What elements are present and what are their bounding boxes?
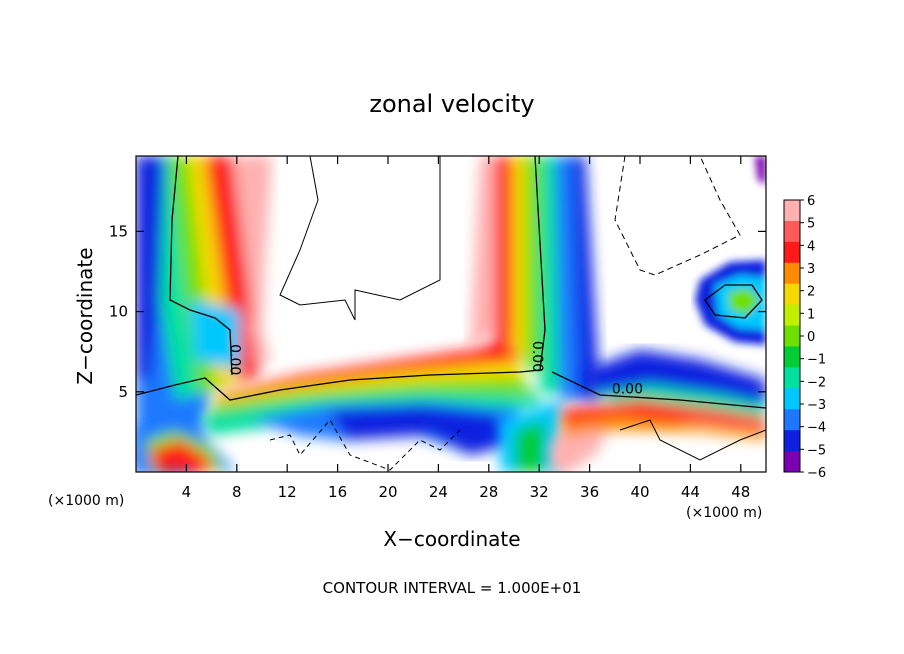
y-tick-label: 15	[109, 222, 128, 240]
jet-darkblue	[572, 156, 600, 400]
colorbar-swatch	[784, 451, 800, 473]
colorbar-tick-label: −3	[807, 398, 826, 413]
colorbar-tick-label: −2	[807, 375, 826, 390]
x-tick-label: 36	[580, 483, 599, 501]
contour-label: 0.00	[227, 344, 243, 375]
jet-pink	[470, 156, 500, 350]
colorbar-swatch	[784, 262, 800, 285]
x-tick-label: 48	[731, 483, 750, 501]
contour-interval-note: CONTOUR INTERVAL = 1.000E+01	[323, 579, 582, 597]
plot-frame	[135, 155, 767, 473]
contour-dashed-lower	[269, 419, 461, 471]
x-tick-label: 44	[681, 483, 700, 501]
x-tick-label: 16	[328, 483, 347, 501]
x-tick-label: 28	[479, 483, 498, 501]
colorbar-swatch	[784, 304, 800, 327]
right-band-pink	[550, 430, 600, 472]
y-tick-label: 5	[118, 383, 128, 401]
colorbar-swatch	[784, 409, 800, 431]
right-band-red	[560, 400, 766, 440]
right-band-blue	[585, 350, 766, 410]
right-blob-green	[728, 288, 760, 315]
colorbar-swatch	[784, 346, 800, 368]
x-unit-right: (×1000 m)	[686, 505, 762, 521]
x-tick-label: 12	[278, 483, 297, 501]
x-tick-label: 4	[182, 483, 192, 501]
x-tick-label: 8	[232, 483, 242, 501]
contour-zero-blob	[704, 284, 763, 319]
colorbar-tick-label: −5	[807, 443, 826, 458]
contour-dashed-right	[614, 156, 741, 276]
top-right-corner	[755, 156, 766, 185]
y-tick-label: 10	[109, 303, 128, 321]
colorbar-swatch	[784, 430, 800, 452]
x-tick-label: 32	[530, 483, 549, 501]
bottom-left-red	[150, 440, 215, 472]
colorbar-swatch	[784, 388, 800, 410]
colorbar: 6 5 4 3 2 1 0 −1 −2 −3 −4 −5 −6	[783, 194, 826, 481]
right-band-cyan	[590, 385, 766, 418]
colorbar-tick-label: 4	[807, 239, 815, 254]
y-axis-title: Z−coordinate	[73, 247, 97, 384]
contour-zero-right	[551, 371, 766, 409]
contour-label: 0.00	[529, 341, 545, 372]
colorbar-tick-label: 0	[807, 330, 815, 345]
colorbar-tick-label: 3	[807, 262, 815, 277]
colorbar-tick-label: −1	[807, 353, 826, 368]
jet-lower-green	[515, 420, 545, 472]
colorbar-swatch	[784, 367, 800, 389]
contour-label: 0.00	[612, 381, 643, 397]
contour-zero-left	[136, 156, 546, 401]
contour-zero-left-column	[169, 156, 233, 376]
left-cyan-patch	[190, 300, 240, 370]
contour-thin-lower-right	[619, 419, 766, 461]
chart-title: zonal velocity	[369, 90, 534, 118]
right-band-orange	[560, 415, 766, 472]
colorbar-tick-label: 2	[807, 285, 815, 300]
colorbar-tick-label: 1	[807, 307, 815, 322]
x-tick-label: 24	[429, 483, 448, 501]
x-axis-title: X−coordinate	[383, 527, 520, 551]
velocity-field	[136, 156, 766, 472]
colorbar-swatch	[784, 220, 800, 243]
colorbar-swatch	[784, 241, 800, 264]
colorbar-tick-label: −4	[807, 421, 826, 436]
colorbar-tick-label: 5	[807, 217, 815, 232]
contour-lines	[136, 156, 766, 471]
colorbar-tick-label: −6	[807, 466, 826, 481]
x-unit-left: (×1000 m)	[48, 493, 124, 509]
contour-labels: 0.00 0.00 0.00	[227, 341, 643, 397]
x-tick-label: 20	[378, 483, 397, 501]
colorbar-swatch	[784, 325, 800, 347]
colorbar-tick-label: 6	[807, 194, 815, 209]
x-ticks: 4 8 12 16 20 24 28 32 36 40 44 48	[182, 156, 750, 501]
x-tick-label: 40	[630, 483, 649, 501]
colorbar-swatch	[784, 283, 800, 306]
left-column-pink	[232, 156, 272, 365]
band-darkblue	[330, 405, 510, 455]
y-ticks: 5 10 15	[109, 222, 766, 401]
left-edge-blue	[136, 156, 165, 380]
colorbar-swatch	[784, 200, 800, 222]
contour-thin-upper	[279, 156, 441, 321]
